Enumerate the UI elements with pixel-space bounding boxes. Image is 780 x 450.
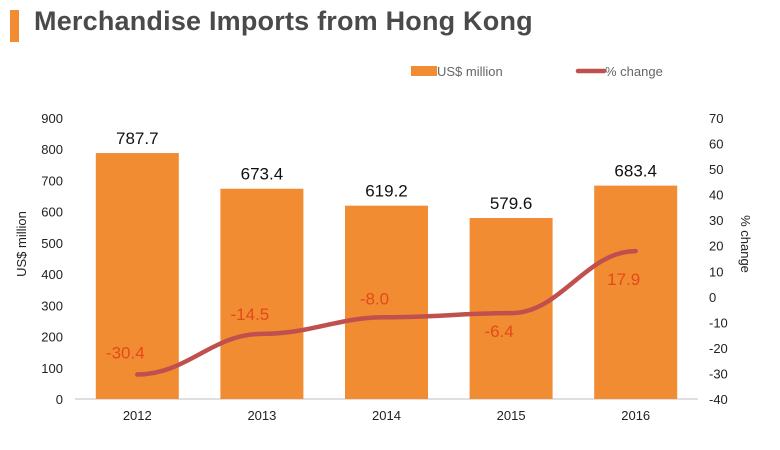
bar-data-label: 619.2 <box>365 182 408 201</box>
line-data-label: -6.4 <box>484 322 513 341</box>
y-right-tick: 0 <box>709 290 716 305</box>
y-left-tick: 100 <box>41 361 63 376</box>
y-right-tick: 70 <box>709 111 723 126</box>
bar-data-label: 579.6 <box>490 194 533 213</box>
y-right-tick: 50 <box>709 162 723 177</box>
y-left-tick: 0 <box>56 392 63 407</box>
y-right-axis-title: % change <box>738 215 753 273</box>
x-tick-label: 2014 <box>372 408 401 423</box>
y-left-tick: 500 <box>41 236 63 251</box>
y-left-tick: 300 <box>41 298 63 313</box>
legend-line-label: % change <box>605 64 663 79</box>
bar-data-label: 787.7 <box>116 129 159 148</box>
y-right-tick: -30 <box>709 366 728 381</box>
y-right-tick: -20 <box>709 341 728 356</box>
change-line <box>135 248 638 377</box>
y-right-tick: 40 <box>709 188 723 203</box>
bar-data-label: 673.4 <box>241 165 284 184</box>
y-right-tick: 60 <box>709 137 723 152</box>
bar <box>95 153 179 399</box>
legend-bar-swatch <box>411 66 437 76</box>
y-left-tick: 400 <box>41 267 63 282</box>
line-data-label: -30.4 <box>106 343 145 362</box>
y-right-tick: 10 <box>709 264 723 279</box>
y-right-tick: -40 <box>709 392 728 407</box>
x-tick-label: 2015 <box>497 408 526 423</box>
y-left-tick: 600 <box>41 205 63 220</box>
y-left-tick: 800 <box>41 142 63 157</box>
bar-data-label: 683.4 <box>614 162 657 181</box>
chart-title: Merchandise Imports from Hong Kong <box>34 6 533 36</box>
y-left-tick: 900 <box>41 111 63 126</box>
x-tick-label: 2016 <box>621 408 650 423</box>
y-left-tick: 200 <box>41 330 63 345</box>
bar <box>594 185 678 399</box>
legend-bar-label: US$ million <box>437 64 503 79</box>
bar <box>345 205 428 399</box>
y-right-tick: 20 <box>709 239 723 254</box>
y-right-tick: -10 <box>709 315 728 330</box>
bar <box>220 188 304 399</box>
x-tick-label: 2013 <box>247 408 276 423</box>
x-tick-label: 2012 <box>123 408 152 423</box>
y-right-tick: 30 <box>709 213 723 228</box>
y-left-tick: 700 <box>41 173 63 188</box>
line-data-label: -8.0 <box>360 289 389 308</box>
bar <box>469 218 553 399</box>
y-left-axis-title: US$ million <box>14 211 29 277</box>
line-data-label: 17.9 <box>607 270 640 289</box>
line-data-label: -14.5 <box>231 305 270 324</box>
title-accent-bar <box>10 10 19 42</box>
